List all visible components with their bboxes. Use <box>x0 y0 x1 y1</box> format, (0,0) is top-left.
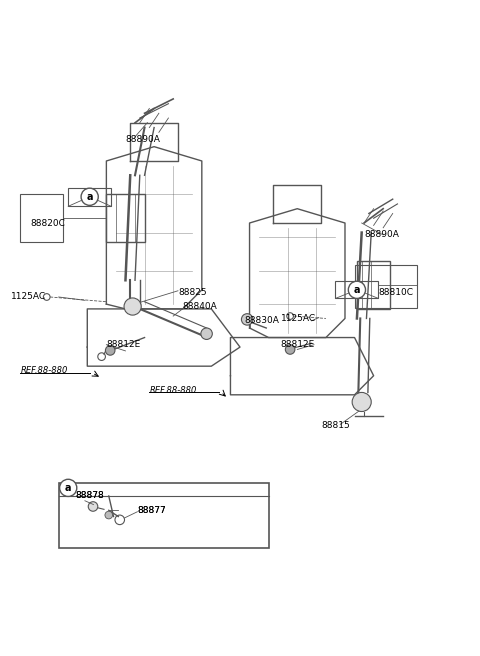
Text: a: a <box>86 192 93 202</box>
Bar <box>21 194 63 242</box>
Circle shape <box>124 298 141 315</box>
Text: 88825: 88825 <box>178 288 206 297</box>
Text: 88812E: 88812E <box>281 340 315 349</box>
Text: 88812E: 88812E <box>107 340 141 349</box>
Circle shape <box>81 188 98 205</box>
Text: 88830A: 88830A <box>245 316 280 325</box>
Text: 88815: 88815 <box>321 421 350 430</box>
Text: 1125AC: 1125AC <box>11 293 46 302</box>
Text: 88820C: 88820C <box>30 218 65 228</box>
Circle shape <box>60 480 77 497</box>
Text: REF.88-880: REF.88-880 <box>21 367 68 375</box>
Text: 88878: 88878 <box>75 491 104 501</box>
Circle shape <box>352 392 371 411</box>
Bar <box>68 188 111 206</box>
Text: 88878: 88878 <box>75 491 104 501</box>
Circle shape <box>105 511 113 519</box>
Text: 88840A: 88840A <box>183 302 217 311</box>
Text: 88890A: 88890A <box>364 230 399 239</box>
Text: 88877: 88877 <box>137 506 166 515</box>
Circle shape <box>285 344 295 354</box>
Text: 88890A: 88890A <box>125 135 160 144</box>
Bar <box>357 261 390 309</box>
Text: 88877: 88877 <box>137 506 166 515</box>
Bar <box>355 265 417 308</box>
Text: 88810C: 88810C <box>378 288 413 297</box>
Circle shape <box>348 281 365 298</box>
Circle shape <box>106 346 115 355</box>
Text: 1125AC: 1125AC <box>281 314 316 323</box>
Text: a: a <box>65 483 72 493</box>
Circle shape <box>88 502 98 511</box>
Circle shape <box>201 328 212 339</box>
Bar <box>107 194 144 242</box>
Text: REF.88-880: REF.88-880 <box>149 386 197 394</box>
Bar <box>59 483 269 548</box>
Text: a: a <box>354 285 360 295</box>
Circle shape <box>241 314 253 325</box>
Bar <box>336 281 378 298</box>
